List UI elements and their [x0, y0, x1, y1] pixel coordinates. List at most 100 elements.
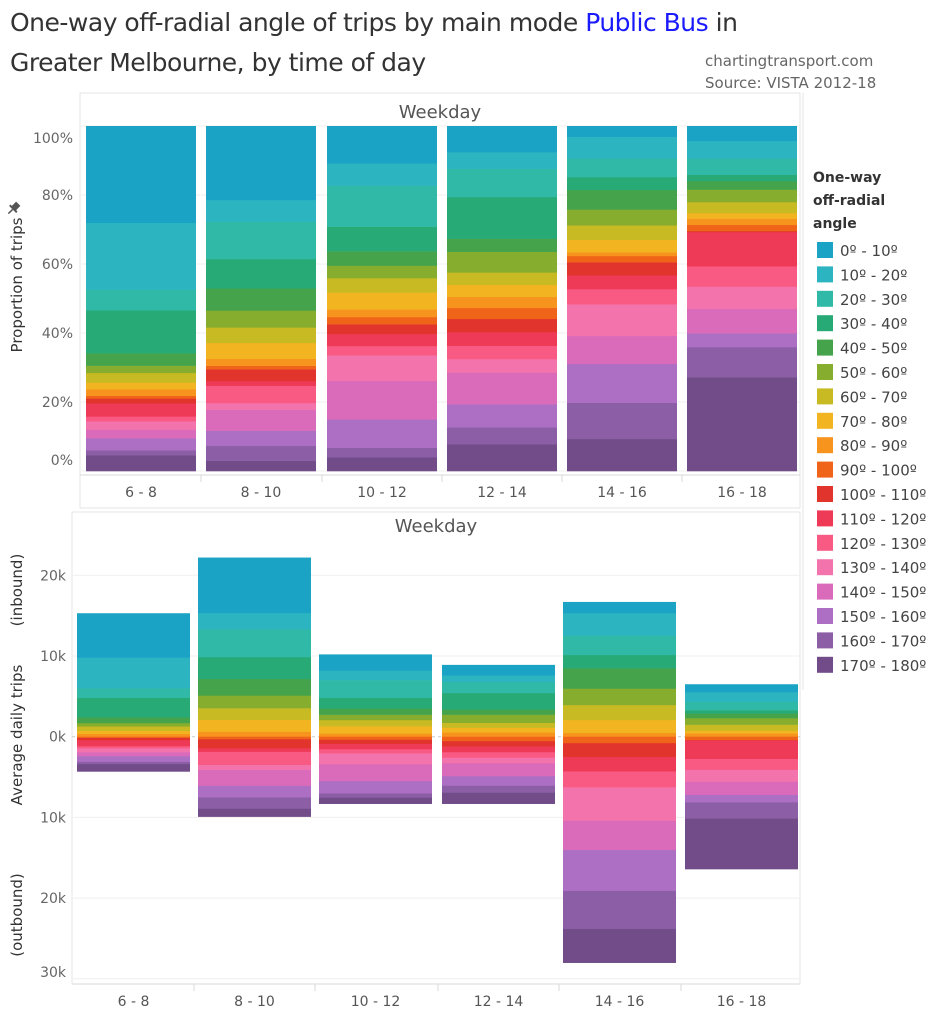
- outbound-bar-segment: [563, 850, 676, 892]
- top-bar-segment: [327, 316, 437, 325]
- legend-item[interactable]: 50º - 60º: [817, 364, 907, 382]
- legend-item[interactable]: 0º - 10º: [817, 242, 898, 260]
- legend-item[interactable]: 30º - 40º: [817, 315, 907, 333]
- outbound-bar-segment: [685, 740, 798, 741]
- top-y-tick-label: 100%: [33, 131, 73, 147]
- legend-item[interactable]: 60º - 70º: [817, 388, 907, 406]
- legend-item[interactable]: 100º - 110º: [817, 486, 926, 504]
- inbound-bar-segment: [319, 719, 432, 727]
- outbound-bar-segment: [563, 820, 676, 851]
- legend-label: 130º - 140º: [840, 559, 926, 577]
- outbound-bar-segment: [685, 802, 798, 819]
- top-bar-segment: [687, 347, 797, 378]
- top-y-tick-label: 0%: [51, 453, 73, 469]
- legend-item[interactable]: 170º - 180º: [817, 656, 926, 675]
- inbound-bar-segment: [442, 664, 555, 676]
- inbound-bar-segment: [563, 719, 676, 734]
- outbound-bar-segment: [563, 771, 676, 788]
- legend-label: 170º - 180º: [840, 657, 926, 675]
- top-gridlines: [80, 125, 800, 472]
- legend-label: 20º - 30º: [840, 291, 907, 309]
- legend-item[interactable]: 80º - 90º: [817, 437, 907, 455]
- top-bar-segment: [687, 201, 797, 214]
- top-bar-segment: [687, 174, 797, 182]
- top-bar-segment: [447, 296, 557, 309]
- inbound-bar-segment: [685, 717, 798, 725]
- top-bar-segment: [327, 324, 437, 335]
- inbound-bar-segment: [319, 654, 432, 671]
- outbound-bar-segment: [77, 748, 190, 753]
- title-mode-highlight: Public Bus: [585, 8, 709, 37]
- legend-swatch: [817, 534, 833, 551]
- outbound-bar-segment: [442, 776, 555, 787]
- top-bar-segment: [86, 438, 196, 451]
- outbound-bar-segment: [442, 741, 555, 747]
- legend-swatch: [817, 437, 833, 454]
- top-x-tick-labels: 6 - 8 8 - 10 10 - 12 12 - 14 14 - 16 16 - 18: [125, 475, 767, 501]
- inbound-bar-segment: [442, 732, 555, 737]
- top-bar-segment: [86, 353, 196, 366]
- inbound-bar-segment: [319, 670, 432, 681]
- legend-item[interactable]: 140º - 150º: [817, 583, 926, 602]
- top-bar-segment: [327, 355, 437, 382]
- top-bar-segment: [687, 218, 797, 226]
- legend-item[interactable]: 10º - 20º: [817, 266, 907, 284]
- legend-label: 0º - 10º: [840, 242, 898, 260]
- legend-item[interactable]: 130º - 140º: [817, 559, 926, 577]
- top-bar-segment: [86, 450, 196, 456]
- legend-item[interactable]: 120º - 130º: [817, 534, 926, 553]
- top-bar-segment: [86, 222, 196, 290]
- bottom-y-axis-outbound: (outbound): [8, 873, 26, 957]
- outbound-bar-segment: [319, 781, 432, 794]
- top-bar-segment: [206, 258, 316, 289]
- top-bar-segment: [567, 262, 677, 276]
- top-bar-segment: [447, 331, 557, 346]
- outbound-bar-segment: [198, 785, 311, 798]
- inbound-bar-segment: [319, 680, 432, 699]
- outbound-bar-segment: [442, 746, 555, 753]
- bottom-y-tick-label: 20k: [40, 568, 67, 584]
- credit-source: Source: VISTA 2012-18: [705, 74, 877, 92]
- legend-title-3: angle: [813, 216, 857, 232]
- inbound-bar-segment: [685, 692, 798, 702]
- top-bar-segment: [687, 308, 797, 334]
- top-bar-segment: [327, 457, 437, 472]
- top-bar-segment: [327, 345, 437, 356]
- outbound-bar-segment: [685, 818, 798, 870]
- top-bar-segment: [206, 409, 316, 431]
- legend-title-2: off-radial: [813, 193, 885, 209]
- outbound-bar-segment: [319, 749, 432, 754]
- inbound-bar-segment: [77, 733, 190, 737]
- pin-icon[interactable]: [5, 200, 22, 217]
- legend-item[interactable]: 110º - 120º: [817, 510, 926, 528]
- legend-item[interactable]: 40º - 50º: [817, 339, 907, 358]
- top-bar-segment: [86, 416, 196, 422]
- outbound-bar-segment: [77, 746, 190, 749]
- top-bar-segment: [327, 265, 437, 279]
- top-bar-segment: [447, 238, 557, 252]
- legend-label: 30º - 40º: [840, 315, 907, 333]
- inbound-bar-segment: [563, 668, 676, 689]
- inbound-bar-segment: [442, 714, 555, 723]
- legend-item[interactable]: 20º - 30º: [817, 290, 907, 309]
- inbound-bar-segment: [442, 675, 555, 683]
- legend-label: 110º - 120º: [840, 510, 926, 528]
- outbound-bar-segment: [77, 737, 190, 741]
- top-bar-segment: [687, 230, 797, 233]
- legend-item[interactable]: 150º - 160º: [817, 608, 926, 626]
- inbound-bar-segment: [563, 688, 676, 706]
- top-bar-segment: [567, 177, 677, 191]
- outbound-bar-segment: [563, 736, 676, 744]
- top-bar-segment: [447, 359, 557, 373]
- legend-item[interactable]: 90º - 100º: [817, 461, 917, 480]
- legend-item[interactable]: 70º - 80º: [817, 412, 907, 431]
- top-y-tick-label: 80%: [42, 188, 73, 204]
- top-bar-segment: [447, 272, 557, 286]
- legend-swatch: [817, 266, 833, 283]
- inbound-bar-segment: [442, 692, 555, 710]
- inbound-bar-segment: [442, 681, 555, 694]
- top-bar-segment: [86, 395, 196, 399]
- inbound-bar-segment: [198, 656, 311, 680]
- legend-item[interactable]: 160º - 170º: [817, 632, 926, 650]
